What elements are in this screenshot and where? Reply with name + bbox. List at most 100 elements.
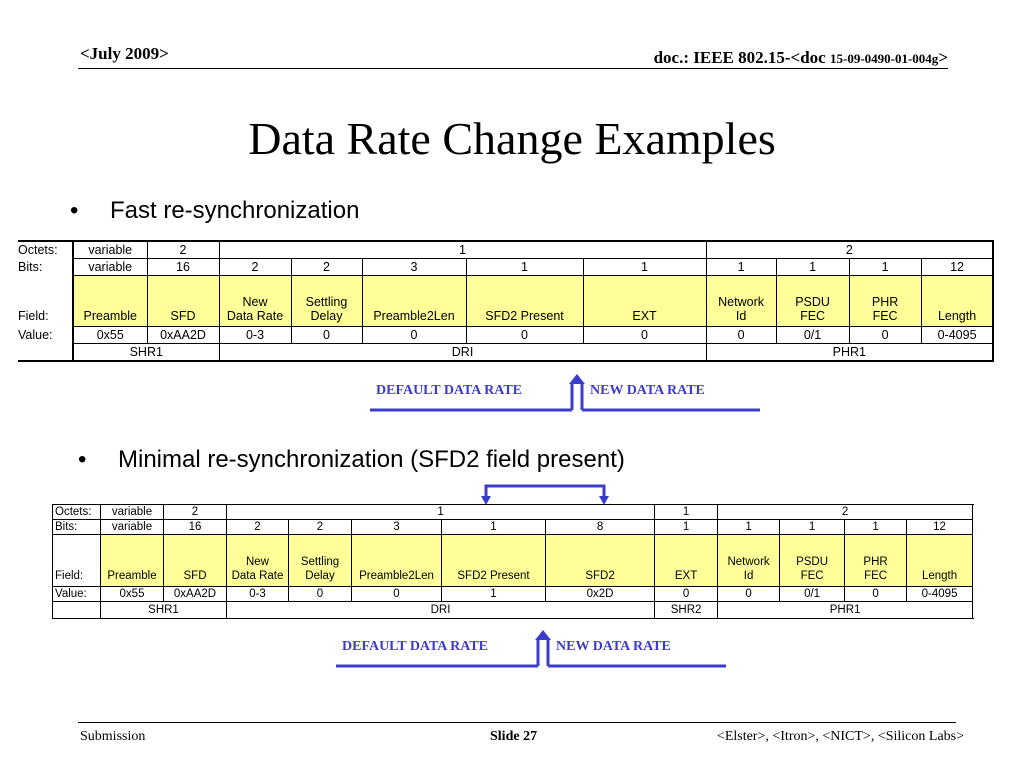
group-cell: SHR1 xyxy=(72,342,220,362)
row-label: Bits: xyxy=(52,519,101,535)
bullet-dot: • xyxy=(70,197,79,224)
bullet-dot: • xyxy=(78,446,87,473)
value-cell: 0xAA2D xyxy=(146,325,220,344)
value-cell: 0 xyxy=(361,325,467,344)
header-rule xyxy=(78,68,948,69)
row-label: Value: xyxy=(18,327,53,342)
new-rate-label-2: NEW DATA RATE xyxy=(556,639,671,654)
bits-cell: 1 xyxy=(775,257,850,276)
field-cell: PSDU FEC xyxy=(779,534,846,587)
bits-cell: 1 xyxy=(441,519,546,535)
bits-cell: 3 xyxy=(361,257,467,276)
value-cell: 0x55 xyxy=(100,586,164,602)
bits-cell: 16 xyxy=(163,519,227,535)
value-cell: 0/1 xyxy=(779,586,846,602)
row-label: Field: xyxy=(18,309,49,323)
value-cell: 0/1 xyxy=(775,325,850,344)
bits-cell: 2 xyxy=(226,519,289,535)
bits-cell: 8 xyxy=(544,519,656,535)
octets-cell: variable xyxy=(72,240,148,259)
field-cell: Settling Delay xyxy=(288,534,352,587)
rate-change-arrow-2 xyxy=(336,630,726,668)
field-cell: SFD2 xyxy=(544,534,656,587)
field-cell: New Data Rate xyxy=(218,274,292,327)
value-cell: 0 xyxy=(705,325,777,344)
value-cell: 0xAA2D xyxy=(163,586,227,602)
field-cell: Network Id xyxy=(705,274,777,327)
group-cell: SHR2 xyxy=(654,601,719,619)
header-doc-suffix: > xyxy=(938,48,948,67)
value-cell: 0 xyxy=(654,586,719,602)
value-cell: 0 xyxy=(844,586,908,602)
row-label: Field: xyxy=(52,534,101,587)
bits-cell: 2 xyxy=(290,257,363,276)
bullet-2-text: Minimal re-synchronization (SFD2 field p… xyxy=(118,446,625,473)
field-cell: Length xyxy=(920,274,994,327)
footer-submission: Submission xyxy=(80,729,146,744)
bits-cell: 1 xyxy=(465,257,584,276)
bits-cell: 1 xyxy=(844,519,908,535)
bullet-1: • Fast re-synchronization xyxy=(70,197,359,225)
bits-cell: variable xyxy=(100,519,164,535)
field-cell: Preamble xyxy=(100,534,164,587)
field-cell: SFD2 Present xyxy=(441,534,546,587)
field-cell: PHR FEC xyxy=(844,534,908,587)
value-cell: 0 xyxy=(465,325,584,344)
field-cell: Length xyxy=(906,534,974,587)
octets-cell: 2 xyxy=(705,240,994,259)
field-cell: SFD xyxy=(146,274,220,327)
field-cell: SFD2 Present xyxy=(465,274,584,327)
bits-cell: 1 xyxy=(654,519,719,535)
bits-cell: 1 xyxy=(779,519,846,535)
field-cell: Network Id xyxy=(717,534,781,587)
value-cell: 0 xyxy=(290,325,363,344)
value-cell: 0-4095 xyxy=(920,325,994,344)
octets-cell: 2 xyxy=(146,240,220,259)
bits-cell: 1 xyxy=(705,257,777,276)
footer-slide-number: Slide 27 xyxy=(490,729,538,744)
bits-cell: 2 xyxy=(288,519,352,535)
field-cell: PSDU FEC xyxy=(775,274,850,327)
footer-authors: <Elster>, <Itron>, <NICT>, <Silicon Labs… xyxy=(716,729,964,744)
value-cell: 0 xyxy=(848,325,922,344)
value-cell: 0x55 xyxy=(72,325,148,344)
row-label: Value: xyxy=(52,586,101,602)
value-cell: 0 xyxy=(288,586,352,602)
group-cell: SHR1 xyxy=(100,601,227,619)
bits-cell: 3 xyxy=(351,519,442,535)
frame-table-fast-resync: Octets: variable 2 1 2 Bits: variable 16… xyxy=(18,240,995,362)
field-cell: EXT xyxy=(654,534,719,587)
octets-cell: 2 xyxy=(163,504,227,520)
header-doc-id: doc.: IEEE 802.15-<doc 15-09-0490-01-004… xyxy=(654,48,948,68)
group-cell: DRI xyxy=(218,342,707,362)
value-cell: 0 xyxy=(582,325,707,344)
field-cell: EXT xyxy=(582,274,707,327)
field-cell: Preamble2Len xyxy=(351,534,442,587)
field-cell: SFD xyxy=(163,534,227,587)
value-cell: 0x2D xyxy=(544,586,656,602)
bits-cell: 12 xyxy=(920,257,994,276)
group-cell: DRI xyxy=(225,601,656,619)
header-date: <July 2009> xyxy=(80,44,169,63)
row-label: Octets: xyxy=(52,504,101,520)
header-doc-number: 15-09-0490-01-004g xyxy=(829,51,939,66)
octets-cell: variable xyxy=(100,504,164,520)
value-cell: 0 xyxy=(717,586,781,602)
field-cell: Settling Delay xyxy=(290,274,363,327)
sfd2-insert-bracket xyxy=(481,484,609,505)
value-cell: 0-4095 xyxy=(906,586,974,602)
bits-cell: 16 xyxy=(146,257,220,276)
value-cell: 1 xyxy=(441,586,546,602)
value-cell: 0-3 xyxy=(226,586,289,602)
field-cell: Preamble xyxy=(72,274,148,327)
field-cell: PHR FEC xyxy=(848,274,922,327)
rate-change-arrow-1 xyxy=(370,374,760,412)
default-rate-label-2: DEFAULT DATA RATE xyxy=(342,639,488,654)
row-label: Octets: xyxy=(18,240,73,258)
bullet-1-text: Fast re-synchronization xyxy=(110,197,360,224)
group-cell: PHR1 xyxy=(705,342,994,362)
new-rate-label-1: NEW DATA RATE xyxy=(590,383,705,398)
header-doc-prefix: doc.: IEEE 802.15-<doc xyxy=(653,48,826,67)
frame-table-minimal-resync: Octets: variable 2 1 1 2 Bits: variable … xyxy=(52,504,974,619)
field-cell: New Data Rate xyxy=(226,534,289,587)
